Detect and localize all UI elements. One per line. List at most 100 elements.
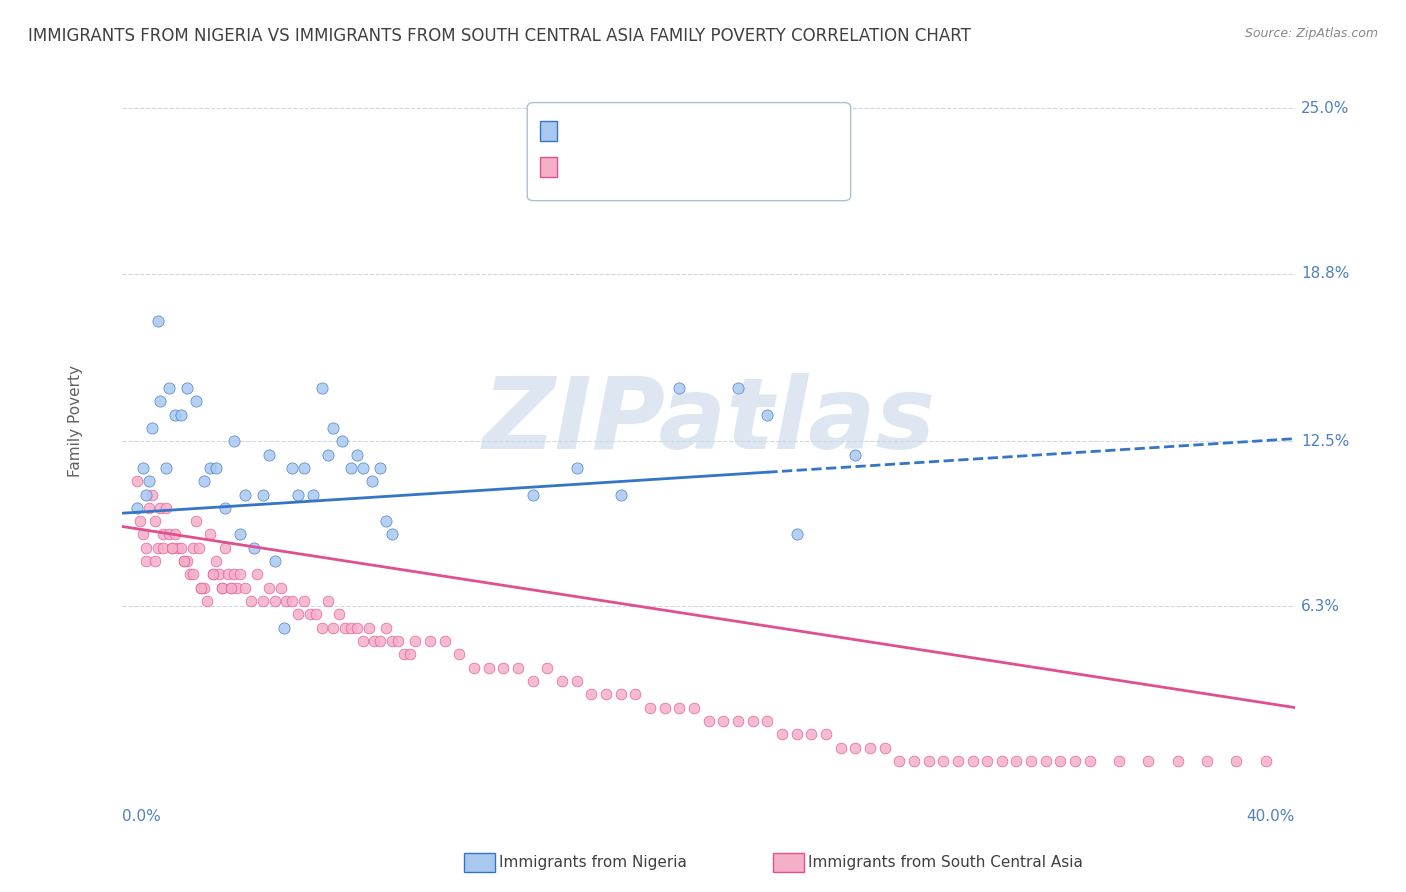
Point — [346, 448, 368, 462]
Point — [181, 567, 204, 582]
Point — [202, 567, 225, 582]
Point — [240, 594, 263, 608]
Point — [157, 527, 180, 541]
Point — [187, 541, 209, 555]
Point — [287, 487, 309, 501]
Point — [160, 541, 183, 555]
Point — [727, 714, 749, 728]
Point — [1005, 754, 1028, 768]
Point — [135, 554, 157, 568]
Point — [167, 541, 190, 555]
Point — [160, 541, 183, 555]
Point — [146, 314, 169, 328]
Point — [770, 727, 793, 741]
Point — [976, 754, 998, 768]
Point — [786, 727, 808, 741]
Point — [363, 634, 385, 648]
Point — [1225, 754, 1247, 768]
Point — [522, 673, 544, 688]
Point — [173, 554, 195, 568]
Text: 40.0%: 40.0% — [1247, 809, 1295, 824]
Point — [155, 461, 177, 475]
Point — [208, 567, 231, 582]
Point — [1254, 754, 1277, 768]
Point — [135, 541, 157, 555]
Point — [786, 527, 808, 541]
Point — [697, 714, 720, 728]
Point — [257, 448, 280, 462]
Point — [202, 567, 225, 582]
Point — [581, 687, 603, 701]
Point — [889, 754, 911, 768]
Text: IMMIGRANTS FROM NIGERIA VS IMMIGRANTS FROM SOUTH CENTRAL ASIA FAMILY POVERTY COR: IMMIGRANTS FROM NIGERIA VS IMMIGRANTS FR… — [28, 27, 972, 45]
Point — [1167, 754, 1189, 768]
Point — [1137, 754, 1160, 768]
Point — [991, 754, 1014, 768]
Point — [149, 500, 172, 515]
Point — [302, 487, 325, 501]
Point — [683, 700, 706, 714]
Point — [190, 581, 212, 595]
Point — [298, 607, 321, 622]
Point — [211, 581, 233, 595]
Point — [595, 687, 617, 701]
Point — [138, 500, 160, 515]
Point — [257, 581, 280, 595]
Point — [375, 514, 398, 528]
Point — [903, 754, 925, 768]
Point — [173, 554, 195, 568]
Text: R = -0.489  N= 128: R = -0.489 N= 128 — [562, 160, 713, 174]
Point — [235, 487, 257, 501]
Point — [463, 660, 485, 674]
Point — [125, 500, 148, 515]
Point — [228, 527, 250, 541]
Point — [398, 648, 420, 662]
Point — [449, 648, 471, 662]
Point — [668, 700, 690, 714]
Point — [252, 594, 274, 608]
Point — [638, 700, 661, 714]
Point — [152, 541, 174, 555]
Point — [352, 634, 374, 648]
Point — [176, 554, 198, 568]
Point — [292, 594, 315, 608]
Point — [141, 487, 163, 501]
Point — [932, 754, 955, 768]
Point — [917, 754, 939, 768]
Point — [551, 673, 574, 688]
Point — [727, 381, 749, 395]
Point — [190, 581, 212, 595]
Point — [273, 621, 295, 635]
Point — [668, 381, 690, 395]
Point — [392, 648, 415, 662]
Point — [357, 621, 380, 635]
Point — [844, 740, 866, 755]
Point — [1035, 754, 1057, 768]
Point — [125, 475, 148, 489]
Point — [1108, 754, 1130, 768]
Point — [219, 581, 242, 595]
Point — [179, 567, 201, 582]
Point — [205, 554, 228, 568]
Point — [181, 541, 204, 555]
Point — [214, 541, 236, 555]
Point — [405, 634, 427, 648]
Point — [219, 581, 242, 595]
Point — [316, 448, 339, 462]
Point — [281, 594, 304, 608]
Point — [152, 527, 174, 541]
Point — [328, 607, 350, 622]
Point — [263, 594, 285, 608]
Text: 6.3%: 6.3% — [1301, 599, 1340, 614]
Point — [946, 754, 969, 768]
Point — [316, 594, 339, 608]
Point — [311, 381, 333, 395]
Point — [176, 381, 198, 395]
Point — [352, 461, 374, 475]
Point — [270, 581, 292, 595]
Point — [135, 487, 157, 501]
Point — [800, 727, 823, 741]
Point — [565, 673, 588, 688]
Text: 0.0%: 0.0% — [122, 809, 162, 824]
Text: Family Poverty: Family Poverty — [67, 366, 83, 477]
